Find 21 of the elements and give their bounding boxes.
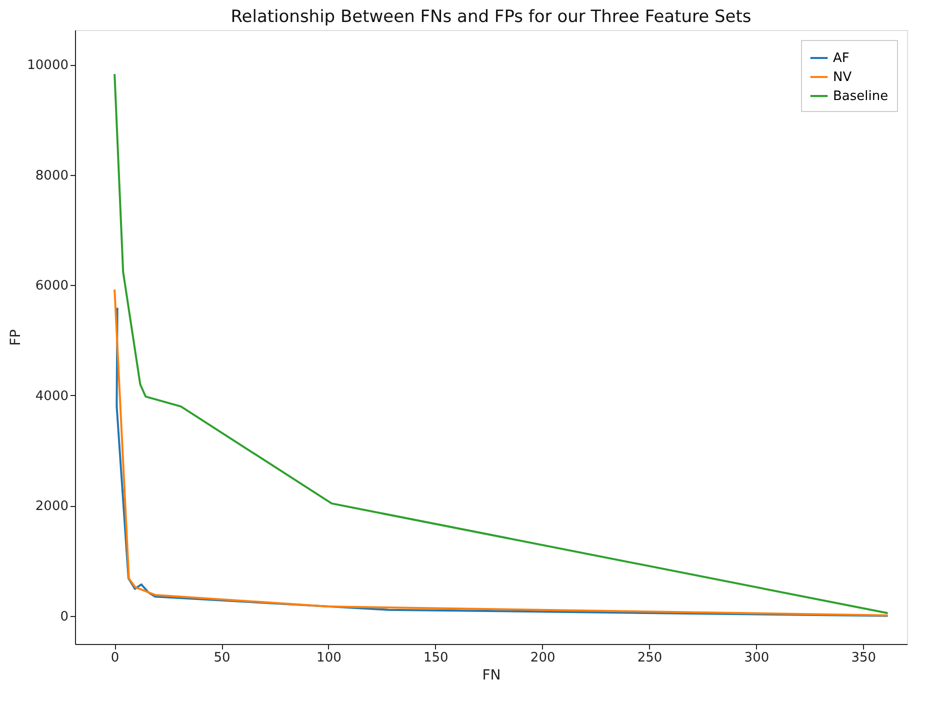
x-tick-label: 0 bbox=[110, 650, 120, 666]
x-axis-title: FN bbox=[482, 668, 501, 684]
x-tick-label: 250 bbox=[637, 650, 662, 666]
chart-title: Relationship Between FNs and FPs for our Three Feature Sets bbox=[230, 7, 752, 27]
x-tick-label: 300 bbox=[744, 650, 770, 666]
y-tick-label: 2000 bbox=[35, 499, 68, 514]
legend-label: NV bbox=[833, 70, 852, 85]
line-series bbox=[114, 73, 889, 614]
x-tick-label: 350 bbox=[851, 650, 876, 666]
y-axis-title: FP bbox=[8, 329, 24, 346]
x-tick-label: 50 bbox=[214, 650, 230, 666]
x-tick-label: 150 bbox=[423, 650, 448, 666]
legend-label: AF bbox=[833, 51, 850, 66]
y-tick-label: 10000 bbox=[27, 58, 68, 74]
y-tick-label: 4000 bbox=[35, 388, 68, 404]
x-tick-label: 200 bbox=[530, 650, 556, 666]
y-tick-label: 0 bbox=[60, 609, 68, 624]
legend-label: Baseline bbox=[833, 89, 888, 104]
y-tick-label: 8000 bbox=[35, 168, 68, 184]
x-tick-label: 100 bbox=[316, 650, 342, 666]
y-tick-label: 6000 bbox=[35, 278, 68, 294]
